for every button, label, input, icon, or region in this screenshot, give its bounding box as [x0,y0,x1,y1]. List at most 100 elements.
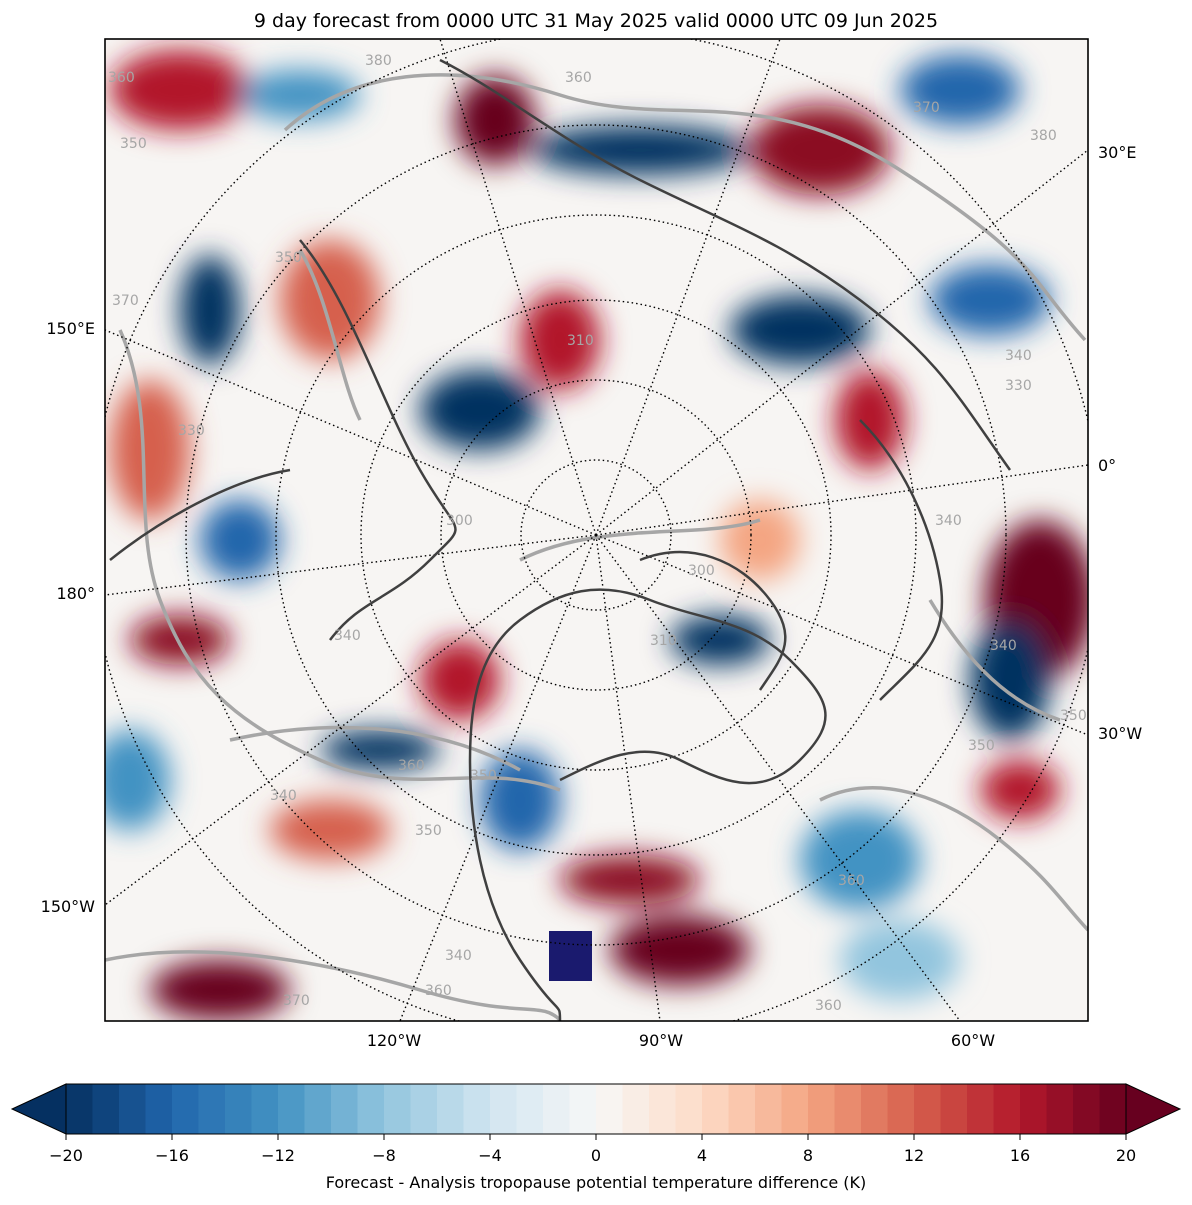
contour-label: 310 [567,333,594,349]
colorbar-bin [914,1084,942,1134]
colorbar-bin [967,1084,995,1134]
colorbar-bin [1073,1084,1101,1134]
colorbar-bin [1020,1084,1048,1134]
contour-label: 360 [838,873,865,889]
contour-label: 380 [1030,128,1057,144]
contour-label: 380 [365,53,392,69]
contour-label: 350 [968,738,995,754]
graticule [105,39,1088,1021]
map-panel: 360 360 380 370 380 350 370 340 330 350 … [105,39,1088,1021]
colorbar-bin [728,1084,756,1134]
contour-label: 310 [650,633,677,649]
colorbar-bin [172,1084,200,1134]
contour-label: 360 [425,983,452,999]
contour-labels: 360 360 380 370 380 350 370 340 330 350 … [108,53,1087,1014]
colorbar-tick-label: 4 [697,1146,707,1165]
colorbar-bin [940,1084,968,1134]
coastlines [109,58,1012,1021]
colorbar-label: Forecast - Analysis tropopause potential… [326,1173,867,1192]
colorbar-over-arrow [1125,1083,1182,1135]
colorbar-bin [834,1084,862,1134]
colorbar-bin [808,1084,836,1134]
colorbar-bin [225,1084,253,1134]
contour-label: 340 [1005,348,1032,364]
colorbar-tick-label: −12 [261,1146,295,1165]
colorbar-bin [861,1084,889,1134]
bottom-tick-label: 120°W [367,1031,422,1050]
left-tick-label: 150°W [41,897,96,916]
map-frame [104,38,1089,1022]
contour-label: 370 [112,293,139,309]
colorbar-tick-label: 12 [904,1146,924,1165]
colorbar-bin [331,1084,359,1134]
colorbar-bin [702,1084,730,1134]
colorbar-bin [384,1084,412,1134]
plot-title: 9 day forecast from 0000 UTC 31 May 2025… [254,10,938,32]
colorbar-bin [357,1084,385,1134]
contour-label: 330 [178,423,205,439]
colorbar-bin [569,1084,597,1134]
colorbar-bin [781,1084,809,1134]
right-tick-label: 30°E [1098,143,1136,162]
colorbar-bin [543,1084,571,1134]
contour-label: 370 [913,100,940,116]
colorbar-bin [119,1084,147,1134]
contour-label: 370 [283,993,310,1009]
contour-label: 330 [1005,378,1032,394]
colorbar-bin [1099,1084,1127,1134]
contour-label: 350 [1060,708,1087,724]
colorbar-bin [198,1084,226,1134]
colorbar-bin [755,1084,783,1134]
colorbar-bin [251,1084,279,1134]
colorbar: −20 −16 −12 −8 −4 0 4 8 12 16 20 [10,1083,1182,1165]
colorbar-under-arrow [10,1083,67,1135]
colorbar-tick-label: 8 [803,1146,813,1165]
colorbar-bin [516,1084,544,1134]
colorbar-tick-label: −16 [155,1146,189,1165]
colorbar-bin [145,1084,173,1134]
colorbar-bin [437,1084,465,1134]
contour-label: 360 [398,758,425,774]
left-tick-label: 150°E [46,319,95,338]
contours [105,73,1088,1021]
colorbar-tick-label: −4 [478,1146,502,1165]
contour-label: 340 [445,948,472,964]
contour-label: 350 [120,136,147,152]
bottom-tick-label: 60°W [951,1031,995,1050]
colorbar-bin [304,1084,332,1134]
difference-field [105,50,1088,1020]
colorbar-bin [463,1084,491,1134]
dark-anomaly-patch [549,931,592,981]
contour-label: 340 [334,628,361,644]
colorbar-bin [278,1084,306,1134]
bottom-tick-label: 90°W [639,1031,683,1050]
colorbar-bin [92,1084,120,1134]
contour-label: 350 [275,250,302,266]
contour-label: 340 [935,513,962,529]
colorbar-bin [993,1084,1021,1134]
contour-label: 350 [415,823,442,839]
contour-label: 300 [446,513,473,529]
colorbar-bin [887,1084,915,1134]
contour-label: 340 [270,788,297,804]
left-tick-label: 180° [56,584,95,603]
right-tick-label: 30°W [1098,724,1142,743]
colorbar-bin [675,1084,703,1134]
contour-label: 360 [815,998,842,1014]
contour-label: 350 [470,768,497,784]
colorbar-bin [66,1084,94,1134]
colorbar-bins [66,1084,1127,1134]
contour-label: 300 [688,563,715,579]
colorbar-tick-label: 20 [1116,1146,1136,1165]
contour-label: 360 [565,70,592,86]
colorbar-tick-label: 16 [1010,1146,1030,1165]
colorbar-bin [490,1084,518,1134]
colorbar-bin [596,1084,624,1134]
right-tick-label: 0° [1098,456,1116,475]
colorbar-bin [1046,1084,1074,1134]
colorbar-bin [622,1084,650,1134]
colorbar-ticks: −20 −16 −12 −8 −4 0 4 8 12 16 20 [49,1134,1136,1165]
contour-label: 360 [108,70,135,86]
colorbar-tick-label: −20 [49,1146,83,1165]
